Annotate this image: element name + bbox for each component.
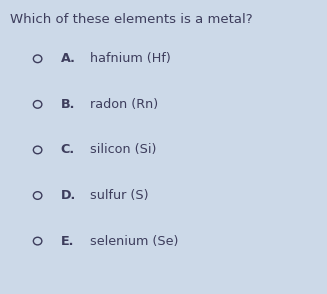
- Text: hafnium (Hf): hafnium (Hf): [90, 52, 171, 65]
- Text: silicon (Si): silicon (Si): [90, 143, 156, 156]
- Text: B.: B.: [60, 98, 75, 111]
- Text: D.: D.: [60, 189, 76, 202]
- Text: selenium (Se): selenium (Se): [90, 235, 178, 248]
- Text: E.: E.: [60, 235, 74, 248]
- Text: radon (Rn): radon (Rn): [90, 98, 158, 111]
- Text: Which of these elements is a metal?: Which of these elements is a metal?: [10, 13, 252, 26]
- Text: A.: A.: [60, 52, 75, 65]
- Text: C.: C.: [60, 143, 75, 156]
- Text: sulfur (S): sulfur (S): [90, 189, 148, 202]
